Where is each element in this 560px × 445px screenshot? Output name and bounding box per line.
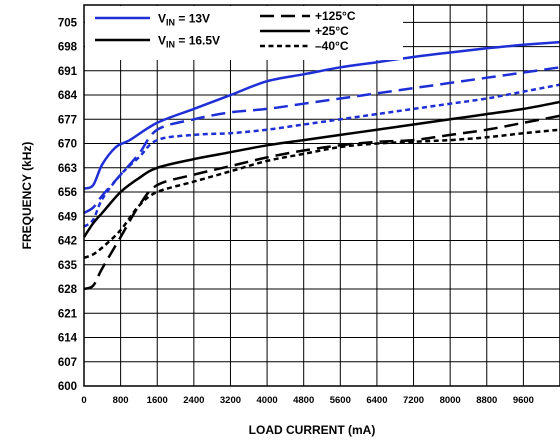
legend-background [85,6,403,60]
legend: VIN = 13V VIN = 16.5V +125°C+25°C–40°C [85,6,403,60]
x-tick-label: 6400 [366,395,387,406]
x-tick-label: 2400 [183,395,204,406]
x-tick-label: 8800 [476,395,497,406]
y-tick-label: 614 [58,333,78,345]
series-line [83,83,560,228]
y-tick-label: 698 [58,42,78,54]
x-axis-label: LOAD CURRENT (mA) [249,423,376,437]
y-tick-label: 628 [58,284,78,296]
y-tick-label: 649 [58,211,77,223]
series-line [83,128,560,259]
legend-label: +25°C [315,24,349,38]
y-tick-label: 684 [58,90,78,102]
x-tick-label: 3200 [220,395,241,406]
series-line [82,100,560,238]
x-tick-label: 4800 [293,395,314,406]
series-line [83,114,560,291]
x-tick-label: 4000 [257,395,278,406]
y-tick-label: 642 [58,236,77,248]
plot-frame [83,4,560,387]
y-tick-label: 670 [58,139,77,151]
y-tick-label: 691 [58,66,78,78]
y-tick-label: 705 [58,17,78,29]
y-tick-label: 607 [58,357,77,369]
legend-label: VIN = 13V [158,12,210,28]
x-tick-label: 5600 [330,395,351,406]
legend-label: –40°C [315,39,349,53]
y-tick-label: 635 [58,260,78,272]
y-tick-label: 663 [58,163,77,175]
y-axis-label: FREQUENCY (kHz) [20,142,34,250]
legend-label: VIN = 16.5V [158,34,220,50]
x-tick-label: 0 [81,395,86,406]
y-tick-label: 677 [58,114,77,126]
series-lines [82,40,560,291]
y-tick-labels: 600 607 614 621 628 635 642 649 656 663 670 677 684 6… [58,17,78,393]
x-tick-label: 7200 [403,395,424,406]
legend-label: +125°C [315,9,356,23]
y-tick-label: 656 [58,187,77,199]
grid [83,5,560,387]
series-line [83,40,560,190]
x-tick-label: 9600 [513,395,534,406]
series-line [83,66,560,214]
x-tick-label: 8000 [440,395,461,406]
x-tick-label: 1600 [147,395,168,406]
y-tick-label: 600 [58,381,77,393]
y-tick-label: 621 [58,308,78,320]
x-tick-labels: 0 800 1600 2400 3200 4000 4800 5600 6400 7200 8000… [81,395,534,406]
x-tick-label: 800 [113,395,129,406]
